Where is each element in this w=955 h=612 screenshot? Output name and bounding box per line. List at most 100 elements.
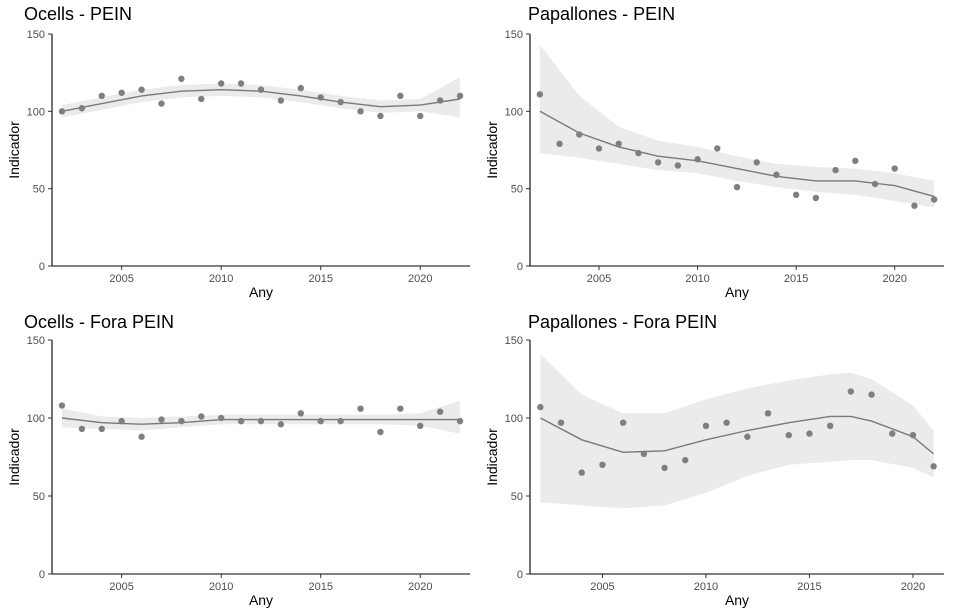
chart-panel-ocells-pein: Ocells - PEIN 0 50 100 150 2005 2010 2015 2020 A…: [0, 0, 477, 306]
data-point: [537, 403, 544, 411]
y-tick-label: 50: [511, 491, 523, 503]
data-point: [217, 414, 225, 422]
data-point: [397, 92, 404, 100]
chart-panel-papallones-pein: Papallones - PEIN 0 50 100 150 2005 2010 2015 2…: [478, 0, 955, 306]
chart-title: Papallones - Fora PEIN: [528, 312, 718, 332]
y-axis-title: Indicador: [6, 121, 22, 179]
data-point: [930, 463, 937, 470]
data-point: [536, 91, 544, 98]
data-point: [178, 75, 185, 83]
data-point: [785, 431, 792, 439]
x-tick-label: 2015: [784, 273, 808, 285]
data-point: [237, 80, 245, 87]
trend-line: [540, 415, 935, 455]
data-point: [138, 433, 145, 440]
data-point: [847, 388, 855, 395]
x-tick-label: 2010: [694, 581, 718, 593]
data-point: [178, 417, 185, 425]
confidence-band: [540, 354, 934, 509]
y-tick-label: 100: [505, 413, 523, 425]
data-point: [773, 171, 780, 178]
y-tick-label: 150: [27, 29, 45, 41]
chart-svg: 0 50 100 150 2005 2010 2015 2020 Any Indicador: [6, 335, 470, 608]
trend-line: [539, 110, 935, 198]
data-point: [357, 405, 364, 412]
data-point: [397, 405, 404, 412]
chart-svg: 0 50 100 150 2005 2010 2015 2020 Any Indicador: [484, 335, 944, 608]
data-point: [417, 422, 424, 429]
data-point: [98, 425, 105, 433]
y-tick-label: 50: [33, 491, 45, 503]
data-point: [257, 86, 265, 93]
data-point: [806, 430, 813, 437]
data-point: [812, 194, 820, 202]
data-point: [357, 108, 364, 115]
data-point: [557, 419, 565, 426]
x-axis-title: Any: [249, 284, 273, 300]
data-point: [714, 145, 721, 152]
data-point: [702, 422, 710, 429]
data-point: [78, 105, 86, 112]
data-point: [78, 425, 86, 433]
data-point: [198, 95, 205, 103]
data-point: [792, 191, 800, 199]
data-point: [930, 196, 938, 203]
data-point: [138, 86, 145, 93]
chart-svg: 0 50 100 150 2005 2010 2015 2020 Any Indicador: [6, 29, 470, 300]
data-point: [640, 450, 648, 458]
data-point: [911, 202, 918, 209]
data-point: [217, 80, 225, 87]
chart-panel-ocells-fora-pein: Ocells - Fora PEIN 0 50 100 150 2005 2010 2015…: [0, 306, 477, 612]
data-point: [615, 140, 622, 148]
x-tick-label: 2020: [882, 273, 906, 285]
y-tick-label: 50: [33, 184, 45, 196]
data-point: [317, 417, 324, 425]
chart-svg: 0 50 100 150 2005 2010 2015 2020 Any Indicador: [484, 29, 944, 300]
data-point: [654, 159, 662, 166]
data-point: [871, 180, 879, 188]
data-point: [694, 156, 701, 163]
data-point: [619, 419, 627, 426]
data-point: [198, 413, 205, 420]
x-tick-label: 2005: [590, 581, 614, 593]
y-tick-label: 150: [505, 335, 523, 347]
y-tick-label: 50: [511, 184, 523, 196]
data-point: [317, 94, 324, 101]
data-point: [277, 97, 285, 104]
data-point: [891, 165, 898, 172]
data-point: [337, 417, 344, 425]
x-tick-label: 2020: [408, 273, 432, 285]
data-point: [297, 410, 305, 417]
y-tick-label: 100: [27, 106, 45, 118]
confidence-band: [62, 400, 460, 434]
y-tick-label: 0: [39, 569, 45, 581]
y-axis-title: Indicador: [484, 428, 500, 486]
data-point: [576, 131, 583, 138]
data-point: [58, 402, 66, 409]
confidence-band: [62, 77, 460, 118]
data-point: [98, 92, 105, 100]
y-tick-label: 100: [27, 413, 45, 425]
data-point: [337, 98, 344, 106]
data-point: [377, 428, 384, 436]
chart-title: Papallones - PEIN: [528, 4, 676, 24]
data-point: [889, 430, 896, 437]
y-tick-label: 150: [505, 29, 523, 41]
data-point: [832, 166, 839, 174]
data-point: [661, 464, 668, 472]
data-point: [635, 149, 642, 157]
data-point: [237, 417, 245, 425]
y-tick-label: 100: [505, 106, 523, 118]
data-point: [744, 433, 751, 440]
data-point: [377, 112, 384, 120]
x-tick-label: 2015: [308, 581, 332, 593]
data-point: [118, 89, 125, 96]
x-tick-label: 2010: [209, 581, 233, 593]
x-axis-title: Any: [725, 592, 749, 608]
x-tick-label: 2005: [587, 273, 611, 285]
y-axis-title: Indicador: [484, 121, 500, 179]
data-point: [733, 183, 741, 191]
data-point: [753, 159, 760, 166]
x-tick-label: 2020: [901, 581, 925, 593]
data-point: [456, 417, 464, 425]
